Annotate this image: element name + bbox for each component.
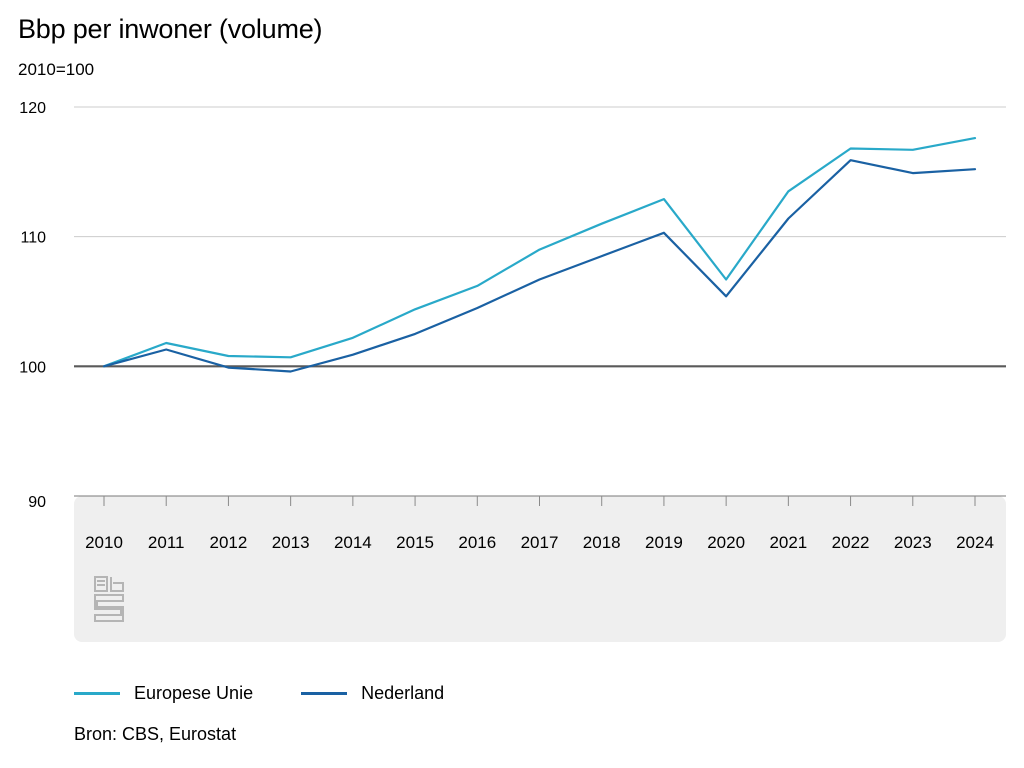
x-tick-label: 2019 <box>645 533 683 552</box>
x-axis-band <box>74 496 1006 642</box>
x-tick-label: 2023 <box>894 533 932 552</box>
y-tick-label: 90 <box>28 494 46 511</box>
x-tick-label: 2024 <box>956 533 994 552</box>
source-note: Bron: CBS, Eurostat <box>74 724 237 744</box>
cbs-logo <box>94 576 124 622</box>
x-tick-label: 2010 <box>85 533 123 552</box>
y-tick-label: 120 <box>19 100 46 117</box>
legend-item-nederland: Nederland <box>301 683 444 704</box>
legend-item-europese-unie: Europese Unie <box>74 683 253 704</box>
x-tick-label: 2022 <box>832 533 870 552</box>
legend-label: Europese Unie <box>134 683 254 703</box>
x-tick-label: 2011 <box>148 533 185 552</box>
series-lines <box>102 137 977 373</box>
x-tick-label: 2016 <box>458 533 496 552</box>
x-tick-label: 2015 <box>396 533 434 552</box>
y-tick-labels: 90 100 110 120 <box>19 100 46 511</box>
x-tick-label: 2012 <box>210 533 248 552</box>
x-tick-label: 2018 <box>583 533 621 552</box>
x-tick-label: 2020 <box>707 533 745 552</box>
chart-title: Bbp per inwoner (volume) <box>18 14 323 44</box>
series-line-europese-unie <box>102 137 977 368</box>
series-line-nederland <box>102 159 977 373</box>
chart-subtitle: 2010=100 <box>18 60 95 79</box>
y-tick-label: 110 <box>20 230 46 247</box>
x-tick-labels: 2010 2011 2012 2013 2014 2015 2016 2017 2018 2019… <box>85 496 994 552</box>
x-tick-label: 2017 <box>521 533 559 552</box>
legend-label: Nederland <box>361 683 445 703</box>
legend-swatch-nederland <box>301 692 348 695</box>
y-tick-label: 100 <box>19 359 46 376</box>
x-tick-label: 2014 <box>334 533 372 552</box>
legend-swatch-europese-unie <box>74 692 120 695</box>
x-tick-label: 2013 <box>272 533 310 552</box>
gridlines <box>74 106 1006 497</box>
legend: Europese Unie Nederland <box>74 683 492 704</box>
x-tick-label: 2021 <box>769 533 807 552</box>
